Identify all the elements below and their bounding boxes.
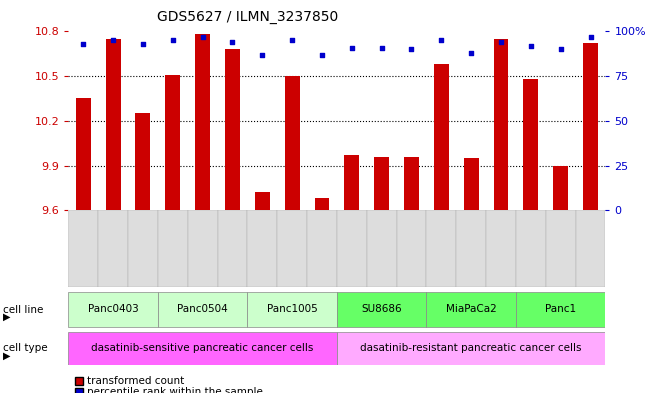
Point [466, 50, 477, 56]
FancyBboxPatch shape [426, 292, 516, 327]
Point [227, 39, 238, 45]
FancyBboxPatch shape [456, 210, 486, 287]
FancyBboxPatch shape [158, 292, 247, 327]
Text: Panc0504: Panc0504 [177, 305, 228, 314]
Point [167, 37, 178, 44]
FancyBboxPatch shape [217, 210, 247, 287]
Point [197, 34, 208, 40]
FancyBboxPatch shape [277, 210, 307, 287]
Bar [165, 75, 180, 210]
Text: ▶: ▶ [3, 351, 11, 361]
FancyBboxPatch shape [546, 210, 575, 287]
Point [436, 37, 447, 44]
Text: Panc0403: Panc0403 [88, 305, 139, 314]
FancyBboxPatch shape [307, 210, 337, 287]
FancyBboxPatch shape [367, 210, 396, 287]
FancyBboxPatch shape [247, 210, 277, 287]
Bar [135, 114, 150, 210]
Text: Panc1: Panc1 [545, 305, 576, 314]
Point [257, 51, 268, 58]
Bar [434, 64, 449, 210]
Bar [225, 49, 240, 210]
FancyBboxPatch shape [426, 210, 456, 287]
FancyBboxPatch shape [68, 210, 98, 287]
Point [78, 41, 89, 47]
Text: dasatinib-resistant pancreatic cancer cells: dasatinib-resistant pancreatic cancer ce… [361, 343, 582, 353]
Text: Panc1005: Panc1005 [267, 305, 318, 314]
FancyBboxPatch shape [158, 210, 187, 287]
FancyBboxPatch shape [337, 332, 605, 365]
Text: transformed count: transformed count [87, 376, 184, 386]
Bar [76, 99, 90, 210]
FancyBboxPatch shape [98, 210, 128, 287]
Text: percentile rank within the sample: percentile rank within the sample [87, 387, 262, 393]
Bar [464, 158, 478, 210]
Bar [493, 39, 508, 210]
Bar [105, 39, 120, 210]
Bar [344, 155, 359, 210]
Point [108, 37, 118, 44]
Bar [314, 198, 329, 210]
Text: dasatinib-sensitive pancreatic cancer cells: dasatinib-sensitive pancreatic cancer ce… [91, 343, 314, 353]
Point [346, 44, 357, 51]
Text: MiaPaCa2: MiaPaCa2 [446, 305, 497, 314]
FancyBboxPatch shape [396, 210, 426, 287]
Point [406, 46, 417, 52]
Bar [583, 43, 598, 210]
Bar [255, 192, 270, 210]
Point [555, 46, 566, 52]
FancyBboxPatch shape [486, 210, 516, 287]
Text: cell type: cell type [3, 343, 48, 353]
Text: SU8686: SU8686 [361, 305, 402, 314]
Point [585, 34, 596, 40]
Bar [374, 156, 389, 210]
Point [496, 39, 506, 45]
FancyBboxPatch shape [68, 292, 158, 327]
Point [376, 44, 387, 51]
Bar [523, 79, 538, 210]
Text: cell line: cell line [3, 305, 44, 315]
FancyBboxPatch shape [68, 332, 337, 365]
Bar [553, 165, 568, 210]
FancyBboxPatch shape [247, 292, 337, 327]
Point [138, 41, 148, 47]
Point [287, 37, 298, 44]
FancyBboxPatch shape [337, 210, 367, 287]
Bar [404, 156, 419, 210]
Bar [195, 35, 210, 210]
FancyBboxPatch shape [516, 210, 546, 287]
FancyBboxPatch shape [337, 292, 426, 327]
Text: ▶: ▶ [3, 312, 11, 322]
FancyBboxPatch shape [516, 292, 605, 327]
FancyBboxPatch shape [128, 210, 158, 287]
Text: GDS5627 / ILMN_3237850: GDS5627 / ILMN_3237850 [157, 10, 338, 24]
FancyBboxPatch shape [575, 210, 605, 287]
FancyBboxPatch shape [187, 210, 217, 287]
Bar [284, 76, 299, 210]
Point [317, 51, 327, 58]
Point [525, 42, 536, 49]
